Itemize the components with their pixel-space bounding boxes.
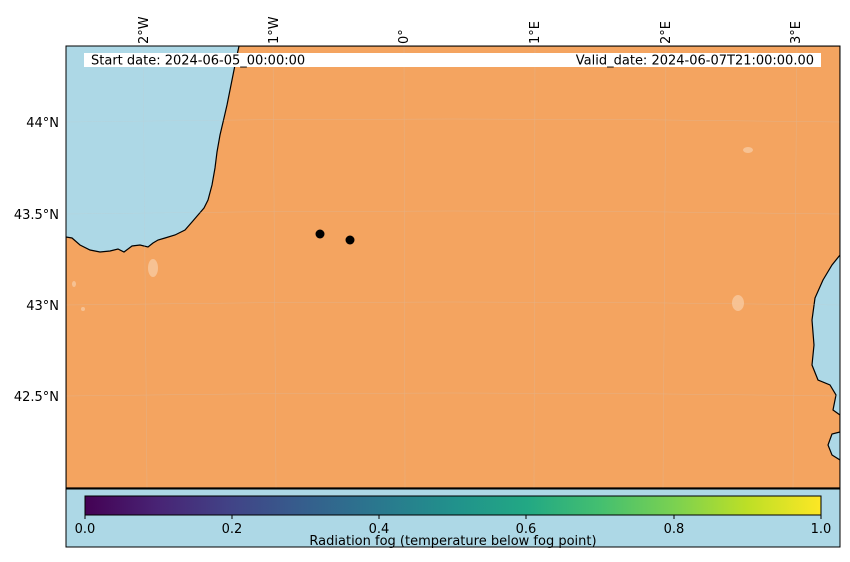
colorbar-label: Radiation fog (temperature below fog poi…: [309, 534, 596, 549]
colorbar-tick: 0.2: [222, 522, 243, 537]
marker-point-2[interactable]: [345, 235, 355, 245]
valid-date-label: Valid_date: 2024-06-07T21:00:00.00: [576, 54, 814, 69]
map-panel: [66, 46, 840, 488]
lat-label: 43.5°N: [14, 208, 59, 223]
colorbar-tick: 0.4: [369, 522, 390, 537]
colorbar-tick-marks: [84, 515, 822, 519]
land-area: [66, 46, 840, 488]
lat-label: 44°N: [26, 116, 59, 131]
graticule: [66, 46, 840, 488]
colorbar-gradient: [84, 495, 822, 516]
date-banner: [84, 53, 821, 67]
marker-point-1[interactable]: [315, 229, 325, 239]
latitude-labels: 44°N 43.5°N 43°N 42.5°N: [14, 116, 59, 405]
colorbar-tick: 0.0: [75, 522, 96, 537]
map-frame: [65, 45, 841, 489]
colorbar-tick: 1.0: [811, 522, 832, 537]
longitude-labels: 2°W 1°W 0° 1°E 2°E 3°E: [137, 16, 804, 44]
lon-label: 2°E: [659, 21, 674, 44]
terrain-highlights: [72, 147, 753, 311]
lon-label: 2°W: [137, 16, 152, 44]
lat-label: 42.5°N: [14, 390, 59, 405]
start-date-label: Start date: 2024-06-05_00:00:00: [91, 54, 305, 69]
lon-label: 3°E: [789, 21, 804, 44]
lon-label: 0°: [397, 29, 412, 44]
colorbar-tick-labels: 0.0 0.2 0.4 0.6 0.8 1.0: [75, 522, 832, 537]
colorbar-tick: 0.6: [516, 522, 537, 537]
lon-label: 1°W: [267, 16, 282, 44]
lat-label: 43°N: [26, 299, 59, 314]
colorbar-tick: 0.8: [664, 522, 685, 537]
lon-label: 1°E: [528, 21, 543, 44]
